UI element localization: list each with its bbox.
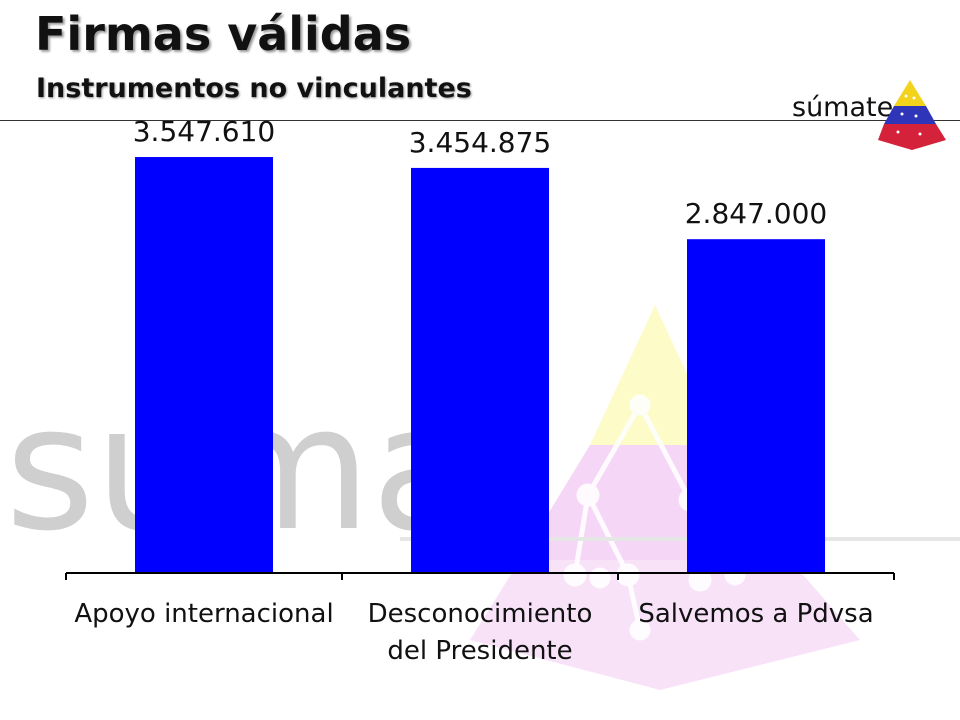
category-label-0-0: Apoyo internacional: [74, 599, 333, 629]
x-axis: [65, 572, 895, 580]
value-labels-group: 3.547.610 3.454.875 2.847.000: [133, 115, 828, 230]
header-divider: [0, 120, 960, 121]
value-label-1: 3.454.875: [409, 126, 552, 159]
logo-text: súmate: [792, 92, 894, 123]
category-label-2-0: Salvemos a Pdvsa: [638, 599, 873, 629]
category-label-1-0: Desconocimiento: [368, 599, 593, 629]
slide-subtitle: Instrumentos no vinculantes: [36, 73, 472, 104]
category-label-1-1: del Presidente: [387, 636, 572, 666]
bar-2: [687, 239, 825, 573]
value-label-0: 3.547.610: [133, 115, 276, 148]
category-labels-group: Apoyo internacional Desconocimiento del Pr…: [74, 599, 873, 666]
watermark-underline: [400, 537, 960, 541]
bar-1: [411, 167, 549, 574]
slide-title: Firmas válidas: [35, 7, 412, 61]
bar-0: [135, 157, 273, 573]
pyramid-logo-icon: [878, 80, 946, 150]
watermark-node-network: [563, 394, 746, 641]
value-label-2: 2.847.000: [685, 197, 828, 230]
watermark-pyramid-bottom: [470, 560, 860, 690]
bars-group: [135, 157, 825, 574]
